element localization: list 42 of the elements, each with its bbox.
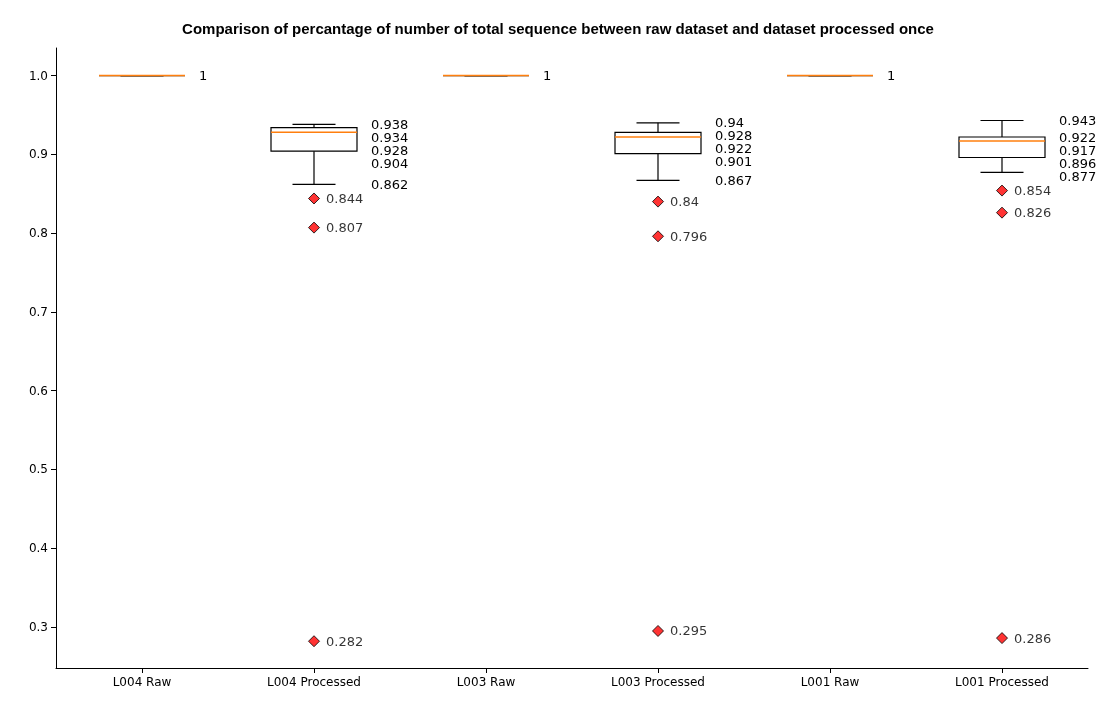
chart-title: Comparison of percantage of number of total sequence between raw dataset and dataset processed once bbox=[182, 20, 934, 37]
annotation: 0.934 bbox=[371, 129, 409, 145]
annotation: 0.862 bbox=[371, 176, 409, 192]
annotation: 1 bbox=[887, 68, 896, 84]
data-label: 0.282 bbox=[326, 633, 364, 649]
annotation: 0.904 bbox=[371, 155, 409, 171]
y-tick-label: 0.5 bbox=[28, 462, 48, 477]
data-label: 0.84 bbox=[670, 194, 699, 210]
data-label: 0.854 bbox=[1014, 183, 1052, 199]
annotation: 0.922 bbox=[1059, 129, 1097, 145]
annotation: 0.94 bbox=[715, 115, 744, 131]
x-tick-label: L001 Raw bbox=[800, 675, 860, 689]
annotation: 1 bbox=[543, 68, 552, 84]
data-label: 0.826 bbox=[1014, 205, 1052, 221]
y-tick-label: 1.0 bbox=[28, 68, 48, 83]
annotation: 0.928 bbox=[371, 142, 409, 158]
annotation: 0.943 bbox=[1059, 112, 1097, 128]
annotation: 0.917 bbox=[1059, 142, 1097, 158]
y-tick-label: 0.9 bbox=[28, 147, 48, 162]
annotation: 1 bbox=[199, 68, 208, 84]
y-tick-label: 0.8 bbox=[28, 226, 48, 241]
y-tick-label: 0.6 bbox=[28, 383, 48, 398]
annotation: 0.877 bbox=[1059, 168, 1097, 184]
data-label: 0.807 bbox=[326, 220, 364, 236]
data-label: 0.295 bbox=[670, 623, 708, 639]
y-tick-label: 0.3 bbox=[28, 620, 48, 635]
annotation: 0.901 bbox=[715, 154, 753, 170]
annotation: 0.896 bbox=[1059, 155, 1097, 171]
x-tick-label: L003 Processed bbox=[611, 675, 705, 689]
annotation: 0.928 bbox=[715, 128, 753, 144]
annotation: 0.922 bbox=[715, 141, 753, 157]
x-tick-label: L004 Raw bbox=[112, 675, 172, 689]
annotation: 0.938 bbox=[371, 116, 409, 132]
x-tick-label: L004 Processed bbox=[267, 675, 361, 689]
y-tick-label: 0.7 bbox=[28, 304, 48, 319]
data-label: 0.844 bbox=[326, 190, 364, 206]
data-label: 0.286 bbox=[1014, 630, 1052, 646]
x-tick-label: L001 Processed bbox=[955, 675, 1049, 689]
y-tick-label: 0.4 bbox=[28, 541, 48, 556]
x-tick-label: L003 Raw bbox=[456, 675, 516, 689]
annotation: 0.867 bbox=[715, 172, 753, 188]
data-label: 0.796 bbox=[670, 228, 708, 244]
